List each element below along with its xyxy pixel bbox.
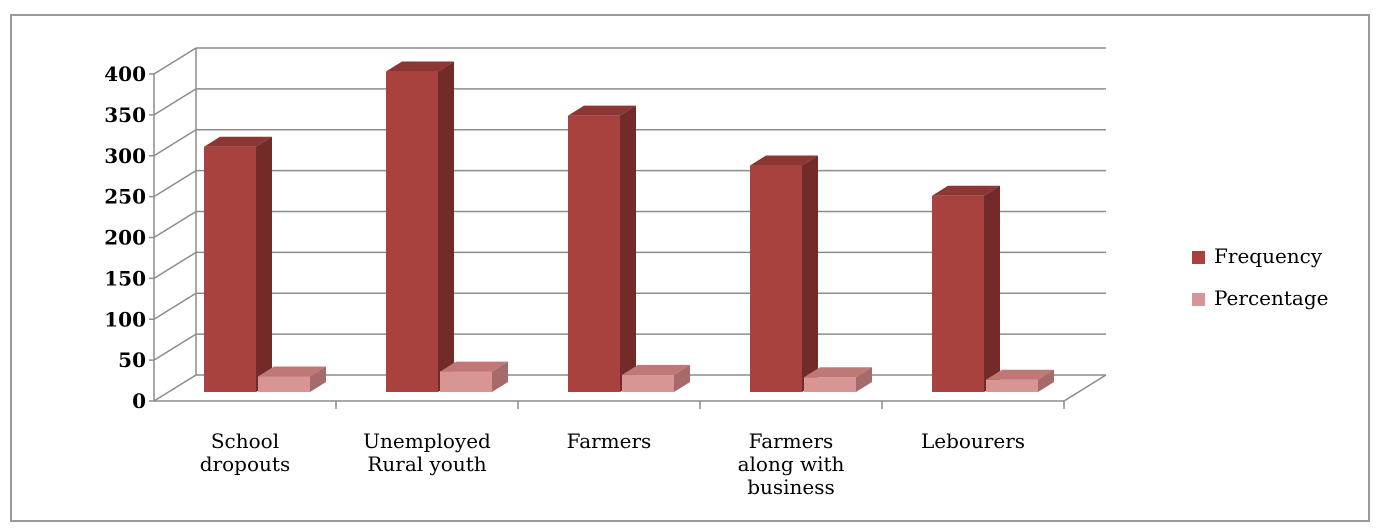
- bar-frequency-top: [204, 136, 272, 147]
- bar-frequency: [386, 61, 454, 392]
- bar-frequency-top: [932, 185, 1000, 196]
- gridline-diagonal: [153, 88, 197, 116]
- y-tick-label: 250: [104, 185, 146, 209]
- legend-label-percentage: Percentage: [1214, 286, 1328, 310]
- bar-percentage: [986, 369, 1054, 392]
- x-tick-label: Unemployed: [363, 429, 491, 453]
- y-tick-label: 300: [104, 144, 146, 168]
- bar-percentage-top: [986, 369, 1054, 380]
- x-tick-label: dropouts: [200, 452, 290, 476]
- bar-percentage-top: [258, 366, 326, 377]
- bar-frequency-side: [620, 105, 636, 392]
- gridline-diagonal: [153, 292, 197, 320]
- y-tick-label: 100: [104, 307, 146, 331]
- y-tick-label: 0: [132, 389, 146, 413]
- chart-frame: 0 50 100 150 200 250 300 350 400 School dropouts Un…: [10, 14, 1370, 522]
- bar-frequency-front: [932, 195, 984, 392]
- legend: Frequency Percentage: [1192, 244, 1328, 310]
- x-tick-label: School: [211, 429, 279, 453]
- bar-frequency-top: [568, 105, 636, 116]
- bar-frequency-side: [256, 136, 272, 392]
- bar-percentage-front: [258, 376, 310, 392]
- bar-frequency-front: [750, 165, 802, 392]
- gridline-diagonal: [153, 333, 197, 361]
- x-tick-label: business: [747, 475, 835, 499]
- bar-frequency: [568, 105, 636, 392]
- bar-frequency: [750, 155, 818, 392]
- gridline-diagonal: [153, 374, 197, 402]
- bar-percentage-side: [1038, 369, 1054, 392]
- bar-percentage-front: [622, 374, 674, 392]
- bar-percentage-top: [440, 361, 508, 372]
- bar-percentage-side: [492, 361, 508, 392]
- legend-label-frequency: Frequency: [1214, 244, 1323, 268]
- bar-frequency-top: [386, 61, 454, 72]
- bar-frequency: [204, 136, 272, 392]
- x-tick-label: Rural youth: [367, 452, 486, 476]
- gridline-diagonal: [153, 47, 197, 75]
- legend-swatch-percentage: [1192, 293, 1205, 306]
- bar-percentage: [622, 364, 690, 392]
- bars: [204, 61, 1054, 392]
- bar-percentage-top: [622, 364, 690, 375]
- floor-right-edge: [1063, 374, 1107, 402]
- bar-percentage-side: [856, 367, 872, 392]
- bar-percentage-side: [674, 364, 690, 392]
- x-tick-label: Farmers: [567, 429, 652, 453]
- bar-frequency-side: [984, 185, 1000, 392]
- bar-percentage-front: [986, 379, 1038, 392]
- bar-frequency-front: [204, 146, 256, 392]
- axes: [149, 73, 1107, 409]
- bar-frequency-front: [386, 71, 438, 392]
- bar-frequency-side: [438, 61, 454, 392]
- bar-percentage-side: [310, 366, 326, 392]
- y-tick-label: 350: [104, 103, 146, 127]
- gridline-diagonal: [153, 129, 197, 157]
- bar-frequency-front: [568, 115, 620, 392]
- legend-swatch-frequency: [1192, 251, 1205, 264]
- y-tick-label: 50: [118, 348, 146, 372]
- y-tick-label: 150: [104, 266, 146, 290]
- gridline-diagonal: [153, 210, 197, 239]
- x-tick-label: Lebourers: [921, 429, 1025, 453]
- bar-percentage: [258, 366, 326, 392]
- x-tick-label: Farmers: [749, 429, 834, 453]
- bar-percentage: [804, 367, 872, 392]
- gridlines: [153, 47, 1106, 402]
- bar-frequency-top: [750, 155, 818, 166]
- gridline-diagonal: [153, 169, 197, 198]
- bar-percentage-front: [440, 371, 492, 392]
- bar-frequency: [932, 185, 1000, 392]
- x-tick-label: along with: [738, 452, 845, 476]
- y-tick-label: 400: [104, 62, 146, 86]
- gridline-diagonal: [153, 251, 197, 280]
- bar-percentage-top: [804, 367, 872, 378]
- y-tick-label: 200: [104, 226, 146, 250]
- bar-percentage: [440, 361, 508, 392]
- bar-frequency-side: [802, 155, 818, 392]
- bar-percentage-front: [804, 377, 856, 392]
